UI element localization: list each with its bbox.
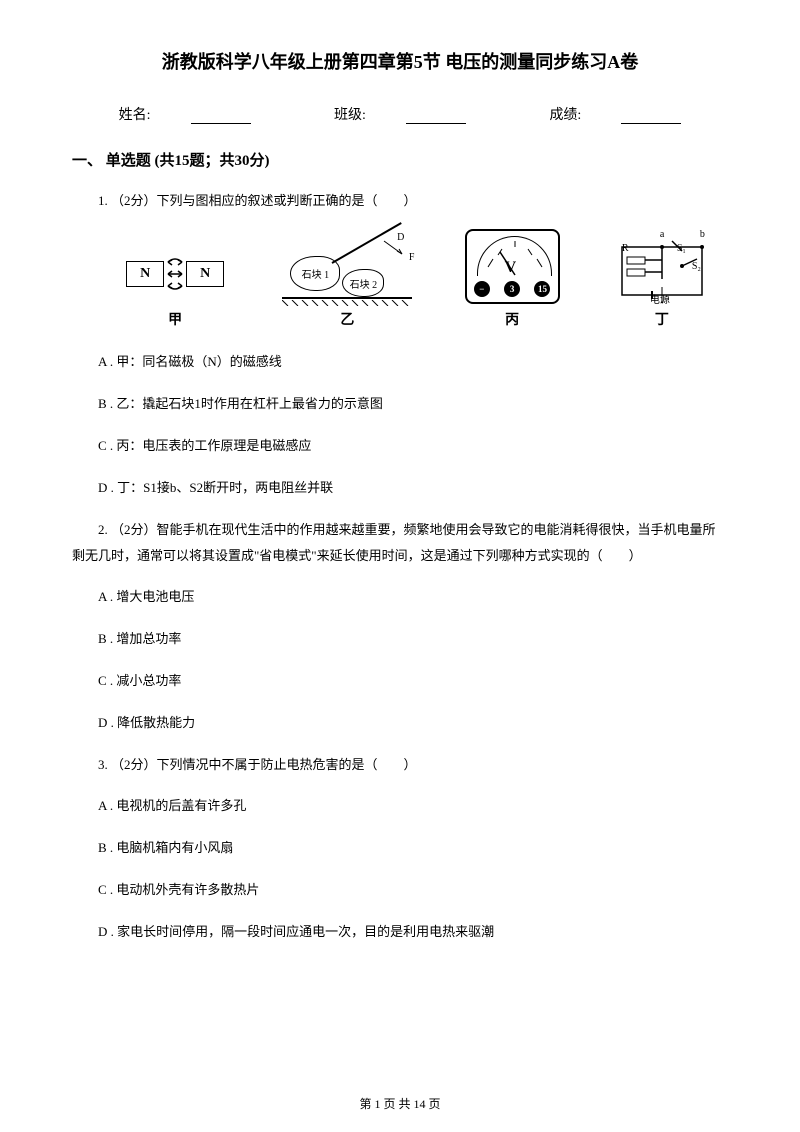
q1-option-d: D . 丁：S1接b、S2断开时，两电阻丝并联 bbox=[98, 475, 728, 501]
image-yi: 石块 1 石块 2 D F 乙 bbox=[282, 234, 412, 329]
image-ding: R a b S₁ S₂ 电源 丁 bbox=[612, 229, 712, 329]
name-label: 姓名: bbox=[99, 108, 271, 123]
question-2-text: 2. （2分）智能手机在现代生活中的作用越来越重要，频繁地使用会导致它的电能消耗… bbox=[72, 517, 728, 569]
ground-hatch-icon bbox=[282, 300, 412, 306]
q2-option-b: B . 增加总功率 bbox=[98, 626, 728, 652]
q1-option-a: A . 甲：同名磁极（N）的磁感线 bbox=[98, 349, 728, 375]
q3-option-d: D . 家电长时间停用，隔一段时间应通电一次，目的是利用电热来驱潮 bbox=[98, 919, 728, 945]
section-header: 一、 单选题 (共15题；共30分) bbox=[72, 149, 728, 170]
q1-option-b: B . 乙：撬起石块1时作用在杠杆上最省力的示意图 bbox=[98, 391, 728, 417]
document-title: 浙教版科学八年级上册第四章第5节 电压的测量同步练习A卷 bbox=[72, 48, 728, 74]
q3-option-b: B . 电脑机箱内有小风扇 bbox=[98, 835, 728, 861]
score-label: 成绩: bbox=[529, 108, 701, 123]
class-label: 班级: bbox=[314, 108, 486, 123]
q3-option-c: C . 电动机外壳有许多散热片 bbox=[98, 877, 728, 903]
q3-option-a: A . 电视机的后盖有许多孔 bbox=[98, 793, 728, 819]
question-1-images: N N 甲 石块 1 石块 2 D F bbox=[104, 229, 728, 329]
image-jia: N N 甲 bbox=[120, 244, 230, 329]
field-lines-icon bbox=[164, 254, 186, 294]
q2-option-c: C . 减小总功率 bbox=[98, 668, 728, 694]
image-bing: V − 3 15 丙 bbox=[465, 229, 560, 329]
question-1-text: 1. （2分）下列与图相应的叙述或判断正确的是（ ） bbox=[72, 188, 728, 214]
question-3-text: 3. （2分）下列情况中不属于防止电热危害的是（ ） bbox=[72, 752, 728, 778]
q1-option-c: C . 丙：电压表的工作原理是电磁感应 bbox=[98, 433, 728, 459]
q2-option-a: A . 增大电池电压 bbox=[98, 584, 728, 610]
page-footer: 第 1 页 共 14 页 bbox=[0, 1095, 800, 1112]
student-info-row: 姓名: 班级: 成绩: bbox=[72, 104, 728, 124]
force-arrow-icon bbox=[382, 239, 407, 259]
q2-option-d: D . 降低散热能力 bbox=[98, 710, 728, 736]
